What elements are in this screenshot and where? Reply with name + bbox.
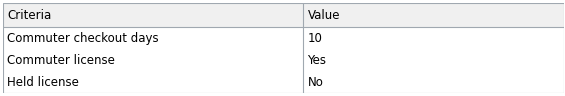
Text: Commuter license: Commuter license (7, 54, 115, 67)
Text: Commuter checkout days: Commuter checkout days (7, 32, 159, 45)
Text: 10: 10 (307, 32, 323, 45)
Text: No: No (307, 76, 323, 89)
Bar (3, 27, 564, 93)
Bar (3, 3, 303, 27)
Bar (303, 3, 564, 27)
Text: Criteria: Criteria (7, 9, 51, 22)
Text: Yes: Yes (307, 54, 327, 67)
Text: Held license: Held license (7, 76, 79, 89)
Text: Value: Value (307, 9, 340, 22)
